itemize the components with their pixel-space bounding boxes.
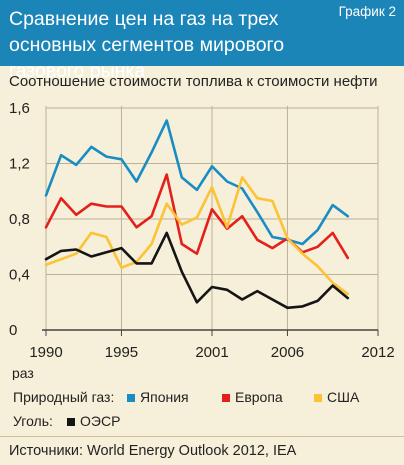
legend-row-coal: Уголь: bbox=[13, 413, 53, 429]
legend-coal-label: Уголь: bbox=[13, 413, 53, 429]
chart-title-line-2: основных сегментов мирового газового рын… bbox=[9, 34, 285, 82]
source-note: Источники: World Energy Outlook 2012, IE… bbox=[9, 443, 297, 459]
chart-title-line-1: Сравнение цен на газ на трех bbox=[9, 8, 279, 30]
legend-label-japan: Япония bbox=[140, 389, 189, 405]
legend-item-japan: Япония bbox=[127, 389, 189, 405]
legend-item-oecd: ОЭСР bbox=[67, 413, 120, 429]
x-tick-label: 2012 bbox=[361, 344, 394, 361]
x-tick-label: 1995 bbox=[105, 344, 138, 361]
legend-label-usa: США bbox=[327, 389, 360, 405]
figure-tag: График 2 bbox=[338, 4, 396, 19]
divider-line bbox=[0, 436, 404, 437]
legend-item-usa: США bbox=[314, 389, 359, 405]
series-line-ОЭСР bbox=[44, 231, 350, 310]
legend-swatch-oecd bbox=[67, 418, 75, 426]
legend-row-gas: Природный газ: bbox=[13, 389, 114, 405]
legend-swatch-europe bbox=[222, 394, 230, 402]
line-chart: 0 0,4 0,8 1,2 1,6 1990 1995 2001 2006 2012 раз bbox=[9, 100, 395, 380]
tick-labels: 0 0,4 0,8 1,2 1,6 1990 1995 2001 2006 2012 раз bbox=[9, 100, 395, 380]
axes bbox=[42, 329, 379, 336]
series-line-США bbox=[44, 176, 350, 296]
legend-swatch-japan bbox=[127, 394, 135, 402]
header-bar: Сравнение цен на газ на трех основных се… bbox=[0, 0, 404, 82]
grid-lines bbox=[45, 106, 379, 330]
legend-item-europe: Европа bbox=[222, 389, 283, 405]
series-line-Япония bbox=[44, 119, 350, 246]
legend-swatch-usa bbox=[314, 394, 322, 402]
y-tick-label: 1,6 bbox=[9, 100, 30, 117]
legend-gas-label: Природный газ: bbox=[13, 389, 115, 405]
y-tick-label: 0 bbox=[9, 322, 17, 339]
y-tick-label: 0,4 bbox=[9, 267, 30, 284]
series-lines bbox=[44, 119, 350, 310]
y-tick-label: 0,8 bbox=[9, 211, 30, 228]
x-tick-label: 1990 bbox=[29, 344, 62, 361]
y-tick-label: 1,2 bbox=[9, 156, 30, 173]
x-tick-label: 2006 bbox=[271, 344, 304, 361]
legend-label-oecd: ОЭСР bbox=[80, 413, 121, 429]
x-tick-label: 2001 bbox=[195, 344, 228, 361]
chart-title: Сравнение цен на газ на трех основных се… bbox=[9, 6, 329, 84]
legend-label-europe: Европа bbox=[235, 389, 283, 405]
y-axis-label: Соотношение стоимости топлива к стоимост… bbox=[9, 73, 378, 90]
x-unit-label: раз bbox=[12, 365, 34, 380]
